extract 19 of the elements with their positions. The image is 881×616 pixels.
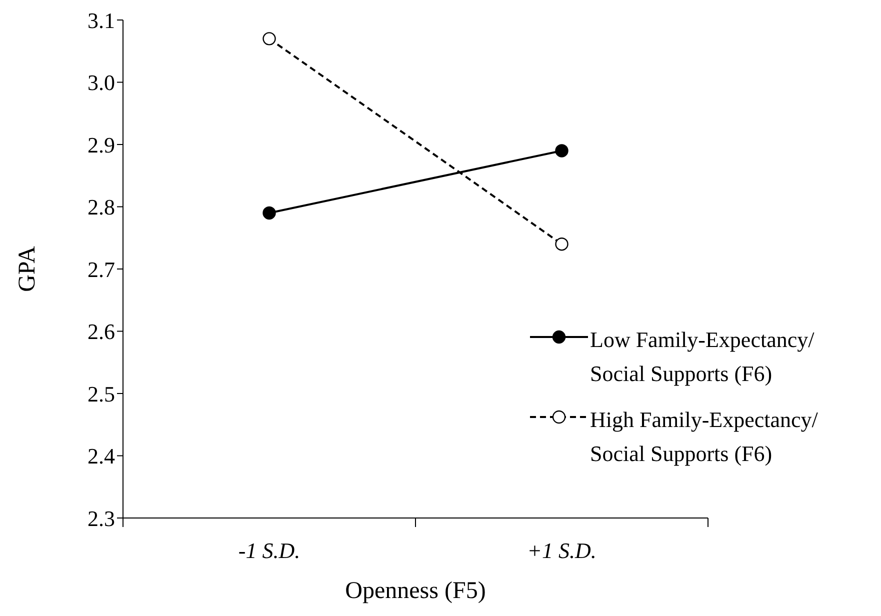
y-tick-label: 2.4 xyxy=(88,444,115,469)
x-tick-label: -1 S.D. xyxy=(238,538,300,563)
y-axis-title: GPA xyxy=(14,245,41,292)
x-axis-title: Openness (F5) xyxy=(345,578,486,604)
point xyxy=(262,206,276,220)
y-tick-label: 3.1 xyxy=(88,8,115,33)
point xyxy=(555,238,568,251)
y-tick-label: 2.6 xyxy=(88,319,115,344)
point xyxy=(555,144,568,158)
y-tick-label: 3.0 xyxy=(88,70,115,96)
point xyxy=(262,32,276,46)
x-tick-label: +1 S.D. xyxy=(527,538,596,563)
legend-label: High Family-Expectancy/ Social Supports (F6) xyxy=(590,406,819,468)
y-tick-label: 2.9 xyxy=(88,132,115,158)
legend-label: Low Family-Expectancy/ Social Supports (F6) xyxy=(590,326,816,388)
y-tick-label: 2.5 xyxy=(88,381,115,406)
y-tick-label: 2.8 xyxy=(88,194,115,220)
y-tick-label: 2.7 xyxy=(88,256,115,282)
y-tick-label: 2.3 xyxy=(88,506,115,531)
